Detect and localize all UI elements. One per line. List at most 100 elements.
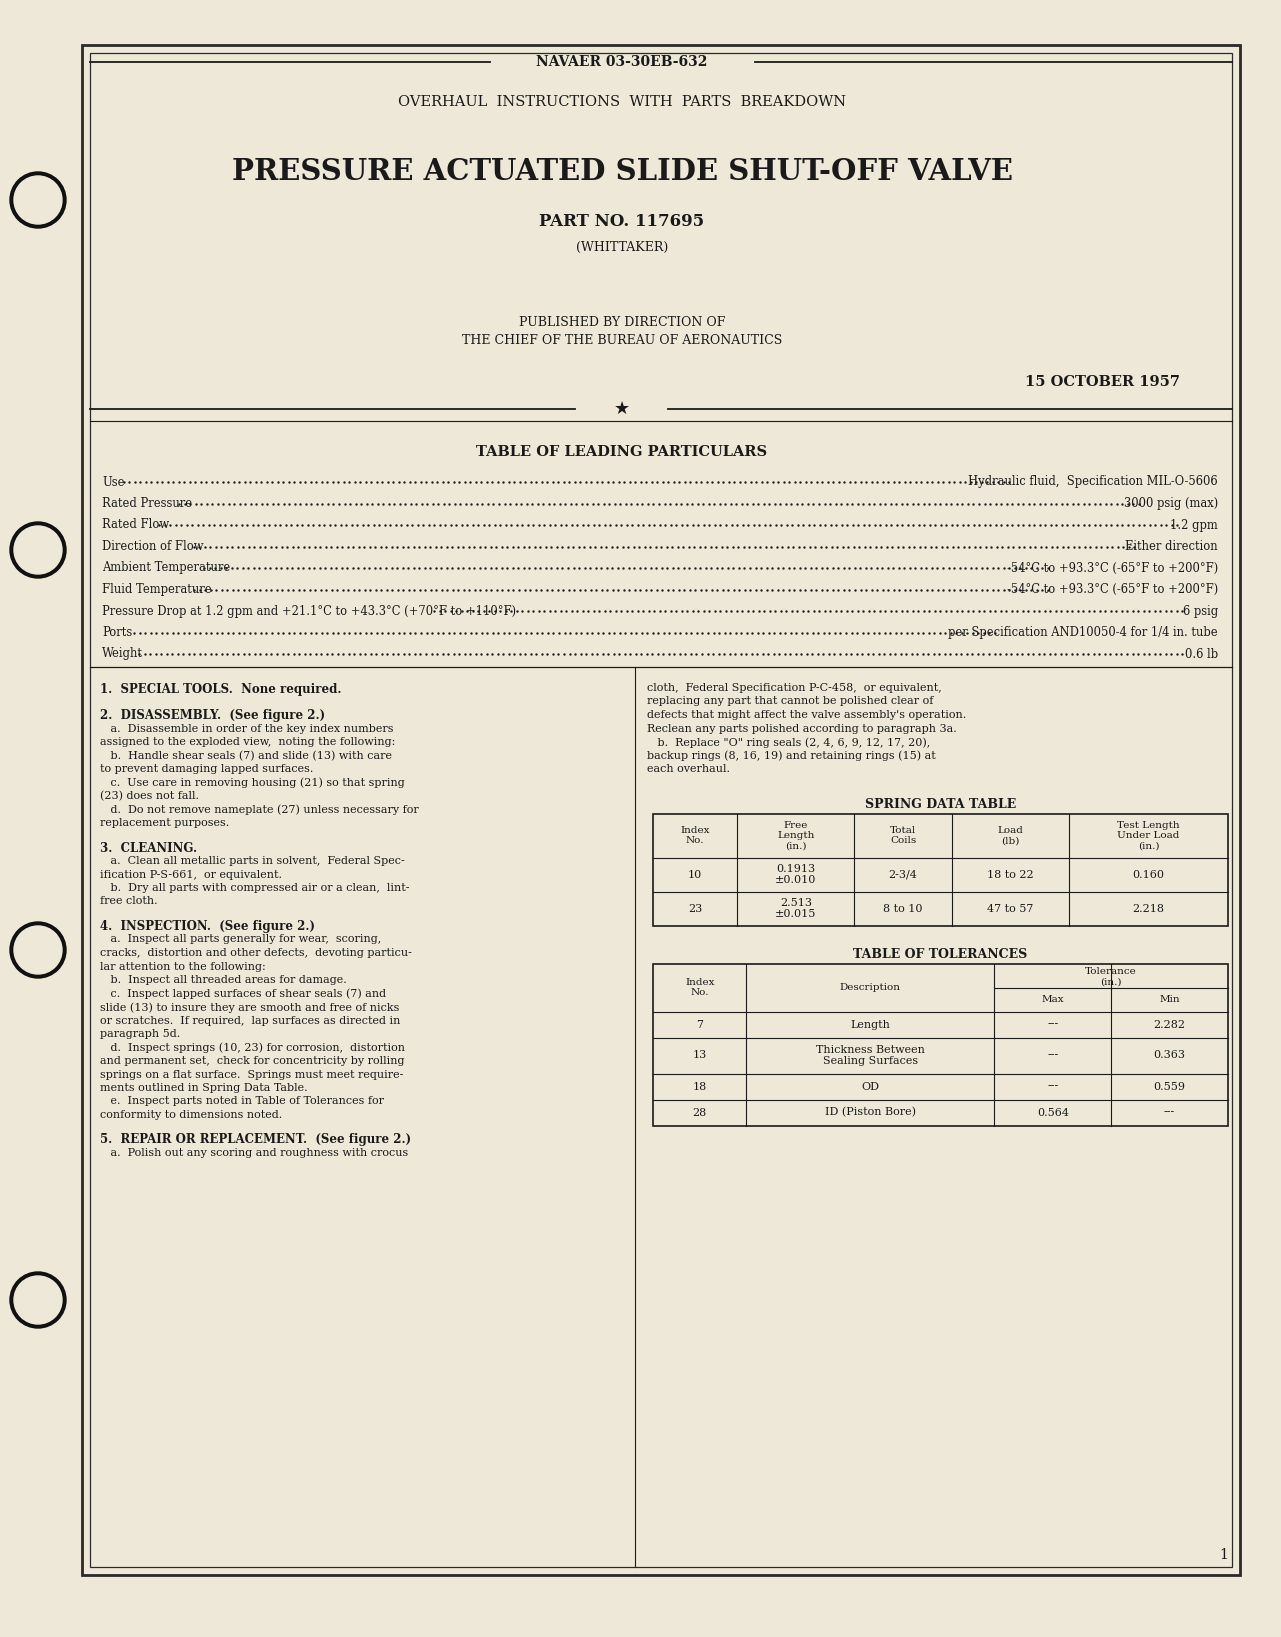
Text: springs on a flat surface.  Springs must meet require-: springs on a flat surface. Springs must … [100, 1069, 404, 1079]
Text: ---: --- [1047, 1082, 1058, 1092]
Text: backup rings (8, 16, 19) and retaining rings (15) at: backup rings (8, 16, 19) and retaining r… [647, 750, 935, 761]
Circle shape [10, 922, 67, 977]
Circle shape [10, 1272, 67, 1328]
Circle shape [14, 1275, 61, 1324]
Text: 0.564: 0.564 [1036, 1108, 1068, 1118]
Text: 6 psig: 6 psig [1182, 604, 1218, 617]
Text: -54°C to +93.3°C (-65°F to +200°F): -54°C to +93.3°C (-65°F to +200°F) [1007, 561, 1218, 575]
Circle shape [14, 927, 61, 974]
Text: a.  Polish out any scoring and roughness with crocus: a. Polish out any scoring and roughness … [100, 1148, 409, 1157]
Text: PRESSURE ACTUATED SLIDE SHUT-OFF VALVE: PRESSURE ACTUATED SLIDE SHUT-OFF VALVE [232, 157, 1012, 187]
Text: Test Length
Under Load
(in.): Test Length Under Load (in.) [1117, 820, 1180, 850]
Circle shape [10, 522, 67, 578]
Text: TABLE OF TOLERANCES: TABLE OF TOLERANCES [853, 948, 1027, 961]
Text: Direction of Flow: Direction of Flow [102, 540, 204, 553]
Text: assigned to the exploded view,  noting the following:: assigned to the exploded view, noting th… [100, 737, 396, 746]
Text: and permanent set,  check for concentricity by rolling: and permanent set, check for concentrici… [100, 1056, 405, 1066]
Text: 1.2 gpm: 1.2 gpm [1171, 519, 1218, 532]
Text: 1: 1 [1220, 1549, 1228, 1562]
Text: Free
Length
(in.): Free Length (in.) [778, 820, 815, 850]
Text: 7: 7 [696, 1020, 703, 1030]
Text: Reclean any parts polished according to paragraph 3a.: Reclean any parts polished according to … [647, 724, 957, 733]
Bar [653, 814, 1228, 925]
Text: PART NO. 117695: PART NO. 117695 [539, 213, 705, 231]
Text: Ambient Temperature: Ambient Temperature [102, 561, 231, 575]
Text: to prevent damaging lapped surfaces.: to prevent damaging lapped surfaces. [100, 764, 314, 774]
Text: ---: --- [1164, 1108, 1175, 1118]
Text: Thickness Between
Sealing Surfaces: Thickness Between Sealing Surfaces [816, 1044, 925, 1066]
Text: Use: Use [102, 475, 124, 488]
Text: 10: 10 [688, 869, 702, 879]
Text: Load
(lb): Load (lb) [998, 825, 1024, 845]
Text: ID (Piston Bore): ID (Piston Bore) [825, 1107, 916, 1118]
Text: Index
No.: Index No. [685, 977, 715, 997]
Text: OVERHAUL  INSTRUCTIONS  WITH  PARTS  BREAKDOWN: OVERHAUL INSTRUCTIONS WITH PARTS BREAKDO… [398, 95, 845, 110]
Text: OD: OD [861, 1082, 880, 1092]
Text: defects that might affect the valve assembly's operation.: defects that might affect the valve asse… [647, 710, 966, 720]
Text: replacement purposes.: replacement purposes. [100, 818, 229, 828]
Text: cloth,  Federal Specification P-C-458,  or equivalent,: cloth, Federal Specification P-C-458, or… [647, 683, 942, 692]
Text: Hydraulic fluid,  Specification MIL-O-5606: Hydraulic fluid, Specification MIL-O-560… [968, 475, 1218, 488]
Text: or scratches.  If required,  lap surfaces as directed in: or scratches. If required, lap surfaces … [100, 1015, 401, 1025]
Text: (23) does not fall.: (23) does not fall. [100, 791, 199, 802]
Text: 0.363: 0.363 [1154, 1051, 1186, 1061]
Text: Length: Length [851, 1020, 890, 1030]
Text: ★: ★ [614, 399, 630, 417]
Text: 2-3/4: 2-3/4 [889, 869, 917, 879]
Text: paragraph 5d.: paragraph 5d. [100, 1030, 181, 1039]
Bar [653, 964, 1228, 1126]
Text: conformity to dimensions noted.: conformity to dimensions noted. [100, 1110, 282, 1120]
Circle shape [14, 525, 61, 575]
Text: 18 to 22: 18 to 22 [988, 869, 1034, 879]
Text: (WHITTAKER): (WHITTAKER) [576, 241, 669, 254]
Text: Description: Description [840, 982, 901, 992]
Text: 3.  CLEANING.: 3. CLEANING. [100, 841, 197, 855]
Text: ification P-S-661,  or equivalent.: ification P-S-661, or equivalent. [100, 869, 282, 879]
Text: c.  Inspect lapped surfaces of shear seals (7) and: c. Inspect lapped surfaces of shear seal… [100, 989, 386, 999]
Text: per Specification AND10050-4 for 1/4 in. tube: per Specification AND10050-4 for 1/4 in.… [948, 625, 1218, 638]
Text: c.  Use care in removing housing (21) so that spring: c. Use care in removing housing (21) so … [100, 778, 405, 787]
Text: 1.  SPECIAL TOOLS.  None required.: 1. SPECIAL TOOLS. None required. [100, 683, 342, 696]
Text: lar attention to the following:: lar attention to the following: [100, 961, 265, 971]
Text: Max: Max [1041, 995, 1065, 1005]
Text: 2.282: 2.282 [1154, 1020, 1186, 1030]
Text: ---: --- [1047, 1020, 1058, 1030]
Text: e.  Inspect parts noted in Table of Tolerances for: e. Inspect parts noted in Table of Toler… [100, 1097, 384, 1107]
Text: b.  Dry all parts with compressed air or a clean,  lint-: b. Dry all parts with compressed air or … [100, 882, 410, 894]
Text: 8 to 10: 8 to 10 [884, 904, 922, 913]
Text: 4.  INSPECTION.  (See figure 2.): 4. INSPECTION. (See figure 2.) [100, 920, 315, 933]
Text: slide (13) to insure they are smooth and free of nicks: slide (13) to insure they are smooth and… [100, 1002, 400, 1013]
Text: 0.1913
±0.010: 0.1913 ±0.010 [775, 864, 816, 886]
Text: b.  Replace "O" ring seals (2, 4, 6, 9, 12, 17, 20),: b. Replace "O" ring seals (2, 4, 6, 9, 1… [647, 737, 930, 748]
Text: a.  Clean all metallic parts in solvent,  Federal Spec-: a. Clean all metallic parts in solvent, … [100, 856, 405, 866]
Text: Ports: Ports [102, 625, 132, 638]
Text: d.  Do not remove nameplate (27) unless necessary for: d. Do not remove nameplate (27) unless n… [100, 804, 419, 815]
Text: a.  Inspect all parts generally for wear,  scoring,: a. Inspect all parts generally for wear,… [100, 935, 382, 945]
Text: 0.6 lb: 0.6 lb [1185, 648, 1218, 660]
Text: Weight: Weight [102, 648, 143, 660]
Text: 47 to 57: 47 to 57 [988, 904, 1034, 913]
Text: 2.  DISASSEMBLY.  (See figure 2.): 2. DISASSEMBLY. (See figure 2.) [100, 709, 325, 722]
Text: NAVAER 03-30EB-632: NAVAER 03-30EB-632 [537, 56, 707, 69]
Text: TABLE OF LEADING PARTICULARS: TABLE OF LEADING PARTICULARS [477, 445, 767, 458]
Text: each overhaul.: each overhaul. [647, 764, 730, 774]
Text: 18: 18 [693, 1082, 707, 1092]
Circle shape [10, 172, 67, 228]
Text: 28: 28 [693, 1108, 707, 1118]
Text: 5.  REPAIR OR REPLACEMENT.  (See figure 2.): 5. REPAIR OR REPLACEMENT. (See figure 2.… [100, 1133, 411, 1146]
Text: Index
No.: Index No. [680, 825, 710, 845]
Text: Tolerance
(in.): Tolerance (in.) [1085, 967, 1138, 985]
Text: Min: Min [1159, 995, 1180, 1005]
Text: 0.160: 0.160 [1132, 869, 1164, 879]
Text: 15 OCTOBER 1957: 15 OCTOBER 1957 [1025, 375, 1180, 390]
Text: a.  Disassemble in order of the key index numbers: a. Disassemble in order of the key index… [100, 724, 393, 733]
Text: b.  Handle shear seals (7) and slide (13) with care: b. Handle shear seals (7) and slide (13)… [100, 750, 392, 761]
Text: 13: 13 [693, 1051, 707, 1061]
Text: Pressure Drop at 1.2 gpm and +21.1°C to +43.3°C (+70°F to +110°F): Pressure Drop at 1.2 gpm and +21.1°C to … [102, 604, 516, 617]
Text: free cloth.: free cloth. [100, 897, 158, 907]
Text: SPRING DATA TABLE: SPRING DATA TABLE [865, 797, 1016, 810]
Text: -54°C to +93.3°C (-65°F to +200°F): -54°C to +93.3°C (-65°F to +200°F) [1007, 583, 1218, 596]
Text: Total
Coils: Total Coils [890, 825, 916, 845]
Text: 0.559: 0.559 [1154, 1082, 1186, 1092]
Text: 2.218: 2.218 [1132, 904, 1164, 913]
